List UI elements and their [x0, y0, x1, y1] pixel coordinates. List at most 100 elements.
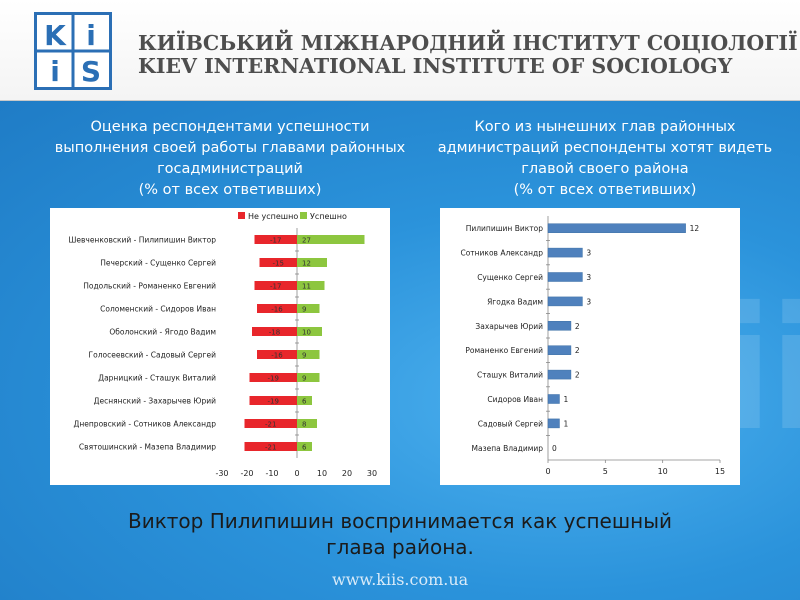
right-title-line: (% от всех ответивших) — [513, 182, 697, 198]
bar-negative — [252, 327, 297, 336]
left-category-label: Оболонский - Ягодо Вадим — [109, 328, 216, 337]
bar-negative-label: -19 — [268, 397, 279, 405]
left-chart-plot-area — [50, 208, 390, 485]
left-category-label: Дарницкий - Сташук Виталий — [98, 374, 216, 383]
kiis-logo: K i i S — [34, 12, 112, 90]
conclusion-line: Виктор Пилипишин воспринимается как успе… — [127, 509, 673, 533]
bar-negative — [254, 281, 297, 290]
bar-negative — [249, 373, 297, 382]
left-x-tick-label: 10 — [317, 469, 327, 478]
bar-preference — [547, 321, 572, 331]
bar-negative — [244, 419, 297, 428]
bar-negative — [259, 258, 297, 267]
bar-preference-label: 2 — [575, 346, 580, 355]
left-title-line: Оценка респондентами успешности — [90, 119, 370, 135]
header: K i i S КИЇВСЬКИЙ МІЖНАРОДНИЙ ІНСТИТУТ С… — [0, 0, 800, 101]
legend-swatch-negative — [238, 212, 245, 219]
bar-positive-label: 9 — [302, 351, 306, 359]
logo-letter-i-top: i — [86, 19, 96, 52]
legend-swatch-positive — [300, 212, 307, 219]
left-category-label: Шевченковский - Пилипишин Виктор — [68, 236, 216, 245]
right-x-tick-label: 5 — [603, 467, 608, 476]
bar-positive-label: 9 — [302, 305, 306, 313]
left-category-label: Печерский - Сущенко Сергей — [100, 259, 216, 268]
bar-positive — [297, 396, 312, 405]
bar-negative-label: -15 — [273, 259, 284, 267]
left-category-label: Подольский - Романенко Евгений — [83, 282, 216, 291]
right-category-label: Сташук Виталий — [477, 371, 543, 380]
bar-preference — [547, 418, 560, 429]
left-x-tick-label: 0 — [294, 469, 299, 478]
bar-positive — [297, 281, 325, 290]
bar-preference-label: 1 — [563, 419, 568, 428]
institute-name: КИЇВСЬКИЙ МІЖНАРОДНИЙ ІНСТИТУТ СОЦІОЛОГІ… — [138, 32, 798, 78]
left-chart-title: Оценка респондентами успешности выполнен… — [30, 117, 430, 201]
right-category-label: Садовый Сергей — [478, 419, 543, 428]
bar-preference-label: 3 — [586, 273, 591, 282]
left-category-label: Деснянский - Захарычев Юрий — [94, 397, 216, 406]
bar-preference — [547, 272, 583, 282]
right-x-tick-label: 10 — [658, 467, 668, 476]
bar-negative-label: -17 — [270, 236, 281, 244]
left-x-tick-label: 30 — [367, 469, 377, 478]
legend-label-positive: Успешно — [310, 212, 347, 221]
right-chart-title: Кого из нынешних глав районных администр… — [420, 117, 790, 201]
bar-negative-label: -17 — [270, 282, 281, 290]
left-x-tick-label: -20 — [240, 469, 253, 478]
bar-positive-label: 10 — [302, 328, 311, 336]
right-category-label: Романенко Евгений — [465, 346, 543, 355]
right-category-label: Ягодка Вадим — [487, 297, 543, 306]
website-url[interactable]: www.kiis.com.ua — [332, 570, 469, 589]
right-category-label: Пилипишин Виктор — [466, 224, 543, 233]
bar-positive-label: 9 — [302, 374, 306, 382]
bar-positive-label: 27 — [302, 236, 311, 244]
bar-positive — [297, 442, 312, 451]
bar-preference-label: 2 — [575, 371, 580, 380]
legend-label-negative: Не успешно — [248, 212, 298, 221]
logo-letter-k: K — [44, 19, 67, 52]
right-x-tick-label: 15 — [715, 467, 725, 476]
bar-negative-label: -16 — [271, 351, 283, 359]
kiis-logo-graphic: K i i S — [37, 15, 109, 87]
bar-positive-label: 8 — [302, 420, 306, 428]
bar-preference — [547, 247, 583, 258]
institute-name-ua: КИЇВСЬКИЙ МІЖНАРОДНИЙ ІНСТИТУТ СОЦІОЛОГІ… — [138, 31, 798, 55]
right-title-line: администраций респонденты хотят видеть — [437, 140, 773, 156]
logo-letter-s: S — [81, 55, 101, 87]
bar-positive — [297, 350, 320, 359]
bar-positive — [297, 304, 320, 313]
bar-negative — [244, 442, 297, 451]
bar-preference-label: 0 — [552, 444, 557, 453]
bar-preference-label: 12 — [690, 224, 700, 233]
bar-positive-label: 12 — [302, 259, 311, 267]
left-title-line: (% от всех ответивших) — [138, 182, 322, 198]
bar-positive — [297, 258, 327, 267]
left-category-label: Голосеевский - Садовый Сергей — [89, 351, 217, 360]
left-title-line: выполнения своей работы главами районных — [54, 140, 406, 156]
left-category-label: Соломенский - Сидоров Иван — [100, 305, 216, 314]
bar-preference — [547, 296, 583, 307]
bar-negative — [249, 396, 297, 405]
left-title-line: госадминистраций — [157, 161, 303, 177]
bar-negative-label: -21 — [265, 420, 276, 428]
right-category-label: Сотников Александр — [460, 249, 543, 258]
bar-negative-label: -21 — [265, 443, 276, 451]
left-x-tick-label: 20 — [342, 469, 352, 478]
bar-negative — [257, 304, 297, 313]
bar-positive — [297, 419, 317, 428]
right-title-line: главой своего района — [521, 161, 689, 177]
right-category-label: Сущенко Сергей — [477, 273, 543, 282]
bar-preference — [547, 345, 572, 355]
right-category-label: Захарычев Юрий — [475, 322, 543, 331]
bar-negative — [257, 350, 297, 359]
left-x-tick-label: -10 — [265, 469, 278, 478]
bar-negative-label: -19 — [268, 374, 279, 382]
left-category-label: Святошинский - Мазепа Владимир — [79, 443, 216, 452]
conclusion-text: Виктор Пилипишин воспринимается как успе… — [70, 508, 730, 560]
bar-positive — [297, 327, 322, 336]
bar-preference — [547, 369, 572, 380]
bar-positive-label: 6 — [302, 397, 307, 405]
logo-letter-i-bottom: i — [50, 55, 60, 87]
